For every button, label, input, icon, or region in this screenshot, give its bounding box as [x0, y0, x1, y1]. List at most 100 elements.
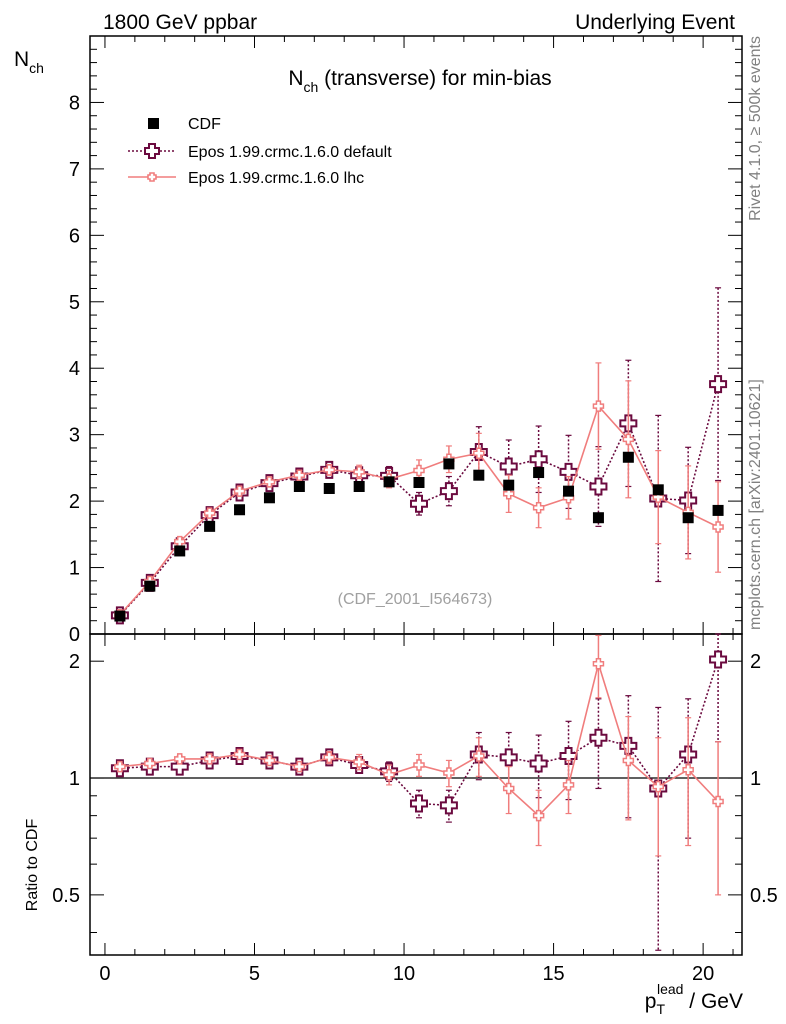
epos-default-point: [709, 375, 728, 394]
mcplots-label: mcplots.cern.ch [arXiv:2401.10621]: [747, 379, 764, 630]
ratio-epos-lhc-point: [353, 756, 365, 768]
ratio-epos-lhc-point: [293, 760, 306, 773]
ratio-epos-lhc-point: [502, 782, 515, 795]
legend-label-default: Epos 1.99.crmc.1.6.0 default: [188, 144, 392, 161]
ratio-epos-lhc-point: [323, 751, 336, 764]
epos-default-point: [409, 494, 428, 513]
y-tick-label: 3: [69, 425, 80, 447]
cdf-data-point: [263, 492, 275, 504]
analysis-watermark: (CDF_2001_I564673): [338, 591, 493, 608]
cdf-data-point: [383, 476, 395, 488]
ratio-epos-lhc-point: [712, 795, 724, 808]
cdf-data-point: [234, 504, 246, 516]
cdf-data-point: [592, 512, 604, 524]
cdf-data-point: [473, 469, 485, 481]
epos-lhc-point: [323, 464, 336, 476]
epos-default-point: [589, 477, 608, 496]
header-right: Underlying Event: [575, 11, 735, 34]
ratio-epos-default-point: [559, 746, 578, 765]
svg-text:Nch: Nch: [14, 48, 44, 76]
cdf-data-point: [682, 512, 694, 524]
epos-default-point: [529, 450, 548, 469]
ratio-tick-label-left: 2: [69, 651, 80, 673]
y-tick-label: 4: [69, 358, 80, 380]
y-axis-label: Nch: [14, 48, 44, 76]
ratio-epos-lhc-point: [592, 657, 605, 670]
x-tick-label: 20: [692, 963, 714, 985]
y-tick-label: 7: [69, 159, 80, 181]
svg-text:pTlead / GeV: pTlead / GeV: [645, 981, 743, 1017]
ratio-epos-lhc-point: [532, 809, 545, 822]
chart-title: Nch (transverse) for min-bias: [288, 67, 551, 95]
y-tick-label: 0: [69, 624, 80, 646]
cdf-data-point: [174, 545, 186, 557]
epos-lhc-point: [532, 502, 545, 514]
epos-lhc-point: [293, 469, 306, 481]
x-axis-label: pTlead / GeV: [645, 981, 743, 1017]
cdf-data-point: [413, 477, 425, 489]
ratio-epos-lhc-point: [263, 754, 276, 767]
y-tick-label: 8: [69, 92, 80, 114]
cdf-data-point: [293, 480, 305, 492]
legend-label-cdf: CDF: [188, 116, 221, 133]
cdf-data-point: [533, 467, 545, 479]
ratio-epos-default-point: [529, 754, 548, 773]
ratio-plot-frame: [89, 633, 743, 956]
x-tick-label: 0: [99, 963, 110, 985]
ratio-epos-default-point: [439, 796, 458, 815]
cdf-data-point: [353, 480, 365, 492]
y-tick-label: 2: [69, 491, 80, 513]
ratio-epos-lhc-point: [562, 779, 575, 791]
legend-marker-default: [144, 143, 160, 159]
x-tick-label: 10: [393, 963, 415, 985]
ratio-epos-lhc-point: [114, 760, 126, 773]
ratio-epos-lhc-point: [682, 764, 694, 776]
cdf-data-point: [563, 485, 575, 497]
ratio-epos-lhc-point: [413, 759, 425, 771]
ratio-epos-lhc-point: [443, 767, 455, 779]
header-left: 1800 GeV ppbar: [103, 11, 257, 34]
legend: CDF Epos 1.99.crmc.1.6.0 default Epos 1.…: [128, 116, 392, 187]
ratio-tick-label-left: 1: [69, 768, 80, 790]
cdf-data-point: [503, 479, 515, 491]
epos-lhc-point: [502, 488, 515, 500]
cdf-data-point: [652, 484, 664, 496]
epos-default-point: [499, 457, 518, 476]
ratio-epos-lhc-point: [203, 753, 216, 765]
cdf-data-point: [712, 504, 724, 516]
ratio-epos-lhc-point: [652, 780, 665, 793]
ratio-tick-label-right: 1: [750, 768, 761, 790]
ratio-epos-lhc-point: [622, 754, 635, 767]
x-tick-label: 5: [249, 963, 260, 985]
ratio-tick-label-right: 2: [750, 651, 761, 673]
rivet-version-label: Rivet 4.1.0, ≥ 500k events: [747, 36, 764, 221]
ratio-epos-default-point: [499, 748, 518, 767]
y-tick-label: 5: [69, 292, 80, 314]
cdf-data-point: [622, 451, 634, 463]
epos-lhc-point: [413, 464, 425, 477]
epos-lhc-point: [353, 466, 365, 478]
ratio-epos-lhc-point: [383, 768, 395, 781]
ratio-epos-lhc-point: [233, 748, 246, 761]
ratio-epos-lhc-point: [144, 757, 156, 770]
x-tick-label: 15: [542, 963, 564, 985]
epos-lhc-point: [712, 521, 724, 533]
ratio-epos-lhc-point: [473, 750, 485, 762]
ratio-epos-default-point: [589, 728, 608, 747]
ratio-y-axis-label: Ratio to CDF: [24, 819, 41, 912]
ratio-epos-default-point: [170, 757, 189, 776]
ratio-epos-default-point: [409, 794, 428, 813]
legend-label-lhc: Epos 1.99.crmc.1.6.0 lhc: [188, 170, 364, 187]
y-tick-label: 1: [69, 558, 80, 580]
cdf-data-point: [114, 610, 126, 622]
ratio-epos-lhc-point: [173, 753, 186, 765]
svg-text:Nch (transverse) for min-bias: Nch (transverse) for min-bias: [288, 67, 551, 95]
legend-marker-cdf: [148, 118, 159, 129]
cdf-data-point: [144, 580, 156, 592]
epos-default-point: [559, 462, 578, 481]
ratio-tick-label-left: 0.5: [52, 885, 80, 907]
epos-lhc-point: [473, 447, 485, 460]
legend-marker-lhc: [147, 172, 157, 182]
epos-lhc-point: [263, 476, 276, 488]
